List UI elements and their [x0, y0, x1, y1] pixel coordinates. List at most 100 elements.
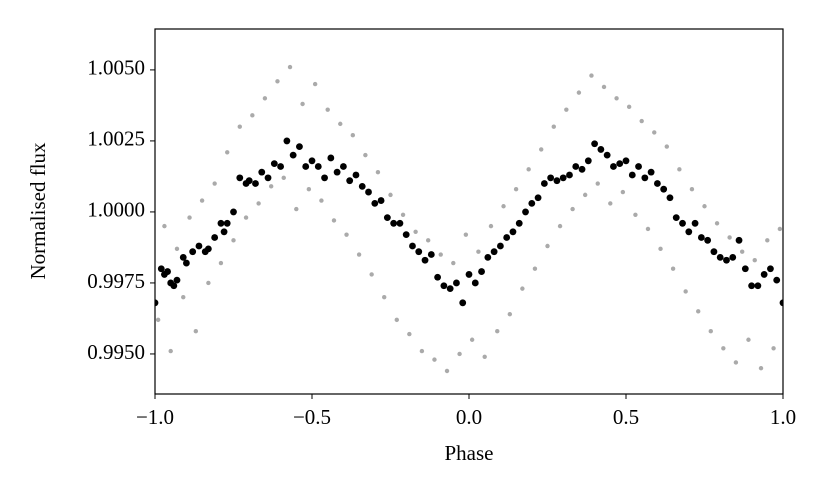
data-point	[268, 184, 274, 189]
data-point	[597, 146, 605, 153]
data-point	[187, 215, 192, 220]
data-point	[377, 197, 385, 204]
data-point	[225, 150, 230, 155]
data-point	[211, 234, 219, 241]
data-point	[369, 272, 374, 277]
data-point	[564, 107, 569, 112]
data-point	[779, 299, 783, 307]
data-point	[729, 253, 737, 261]
plot-frame	[154, 28, 784, 395]
data-point	[610, 163, 617, 170]
data-point	[689, 187, 695, 192]
data-point	[716, 253, 724, 261]
data-point	[164, 268, 171, 275]
data-point	[168, 348, 173, 354]
data-point	[664, 144, 670, 149]
data-point	[626, 104, 632, 110]
data-point	[155, 317, 161, 323]
data-point	[685, 228, 693, 236]
data-point	[243, 215, 249, 220]
data-point	[739, 249, 745, 254]
data-point	[507, 311, 513, 317]
data-point	[670, 266, 676, 271]
data-point	[252, 180, 259, 187]
data-point	[390, 219, 398, 227]
data-point	[230, 208, 237, 216]
data-point	[199, 198, 205, 203]
x-tick-label: −1.0	[136, 405, 174, 429]
data-point	[183, 259, 190, 267]
data-point	[179, 253, 187, 261]
data-point	[356, 252, 362, 257]
data-point	[777, 226, 783, 232]
data-point	[476, 249, 481, 254]
data-point	[469, 337, 475, 342]
data-point	[710, 248, 718, 256]
data-point	[325, 107, 330, 112]
data-point	[526, 167, 531, 172]
data-point	[641, 174, 649, 182]
data-point	[509, 228, 517, 236]
data-point	[534, 194, 542, 202]
data-point	[400, 212, 406, 217]
data-point	[350, 133, 356, 138]
data-point	[601, 84, 607, 90]
data-point	[471, 279, 479, 287]
data-point	[723, 256, 730, 264]
data-point	[697, 234, 705, 241]
data-point	[584, 157, 592, 165]
data-point	[407, 331, 412, 337]
data-point	[603, 151, 611, 159]
y-tick-label: 1.0025	[87, 127, 145, 151]
data-point	[639, 118, 644, 124]
x-axis-label: Phase	[445, 441, 494, 465]
data-point	[264, 174, 272, 182]
data-point	[344, 232, 349, 237]
data-point	[566, 171, 573, 179]
data-point	[327, 154, 335, 162]
data-point	[438, 252, 443, 257]
data-point	[595, 181, 600, 186]
data-point	[576, 90, 582, 95]
data-point	[540, 180, 548, 187]
data-point	[727, 235, 732, 240]
data-point	[432, 357, 437, 362]
data-point	[767, 265, 774, 273]
y-tick-label: 0.9950	[87, 340, 145, 364]
data-point	[409, 242, 416, 250]
y-tick-label: 1.0000	[87, 198, 145, 222]
x-tick-label: 0.0	[456, 405, 482, 429]
data-point	[635, 163, 642, 170]
data-point	[735, 236, 743, 244]
data-point	[338, 121, 343, 127]
data-point	[262, 96, 268, 101]
data-point	[363, 152, 368, 158]
data-point	[434, 273, 441, 281]
data-point	[683, 289, 688, 294]
data-point	[270, 160, 278, 168]
data-point	[465, 271, 473, 278]
data-point	[457, 351, 462, 357]
data-point	[608, 201, 613, 206]
data-point	[614, 96, 619, 101]
data-point	[206, 280, 211, 286]
y-tick-label: 1.0050	[87, 56, 145, 80]
data-point	[547, 174, 555, 182]
data-point	[444, 368, 450, 374]
data-point	[501, 204, 506, 209]
data-point	[654, 180, 661, 187]
data-point	[413, 229, 418, 235]
data-point	[306, 187, 312, 192]
data-point	[633, 212, 638, 217]
data-point	[539, 147, 544, 152]
data-point	[754, 282, 762, 290]
data-point	[321, 174, 328, 182]
data-point	[371, 200, 379, 207]
data-point	[771, 346, 776, 351]
data-point	[394, 317, 399, 323]
data-point	[495, 329, 500, 334]
data-point	[440, 282, 448, 290]
data-point	[195, 242, 203, 250]
x-tick-label: 1.0	[770, 405, 796, 429]
